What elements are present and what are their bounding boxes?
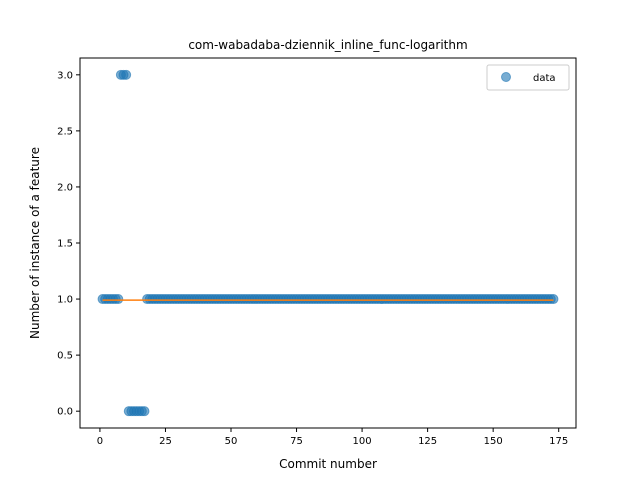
- y-tick-label: 0.0: [57, 407, 73, 418]
- y-tick-label: 2.0: [57, 182, 73, 193]
- data-point: [546, 295, 555, 304]
- x-tick-label: 100: [353, 436, 372, 447]
- data-point: [114, 295, 123, 304]
- legend: data: [487, 65, 569, 90]
- x-tick-label: 75: [290, 436, 303, 447]
- y-tick-label: 0.5: [57, 351, 73, 362]
- y-axis-label: Number of instance of a feature: [28, 147, 42, 339]
- chart-title: com-wabadaba-dziennik_inline_func-logari…: [188, 38, 467, 52]
- x-tick-label: 125: [418, 436, 437, 447]
- x-tick-label: 150: [484, 436, 503, 447]
- y-tick-label: 2.5: [57, 126, 73, 137]
- legend-marker: [502, 73, 511, 82]
- x-axis-label: Commit number: [279, 457, 377, 471]
- x-tick-label: 50: [225, 436, 238, 447]
- y-tick-label: 1.5: [57, 239, 73, 250]
- data-point: [122, 70, 131, 79]
- data-point: [140, 407, 149, 416]
- x-tick-label: 25: [159, 436, 172, 447]
- legend-label: data: [533, 73, 556, 84]
- y-tick-label: 1.0: [57, 295, 73, 306]
- legend-box: [487, 65, 569, 90]
- y-tick-label: 3.0: [57, 70, 73, 81]
- x-tick-label: 175: [549, 436, 568, 447]
- x-tick-label: 0: [97, 436, 103, 447]
